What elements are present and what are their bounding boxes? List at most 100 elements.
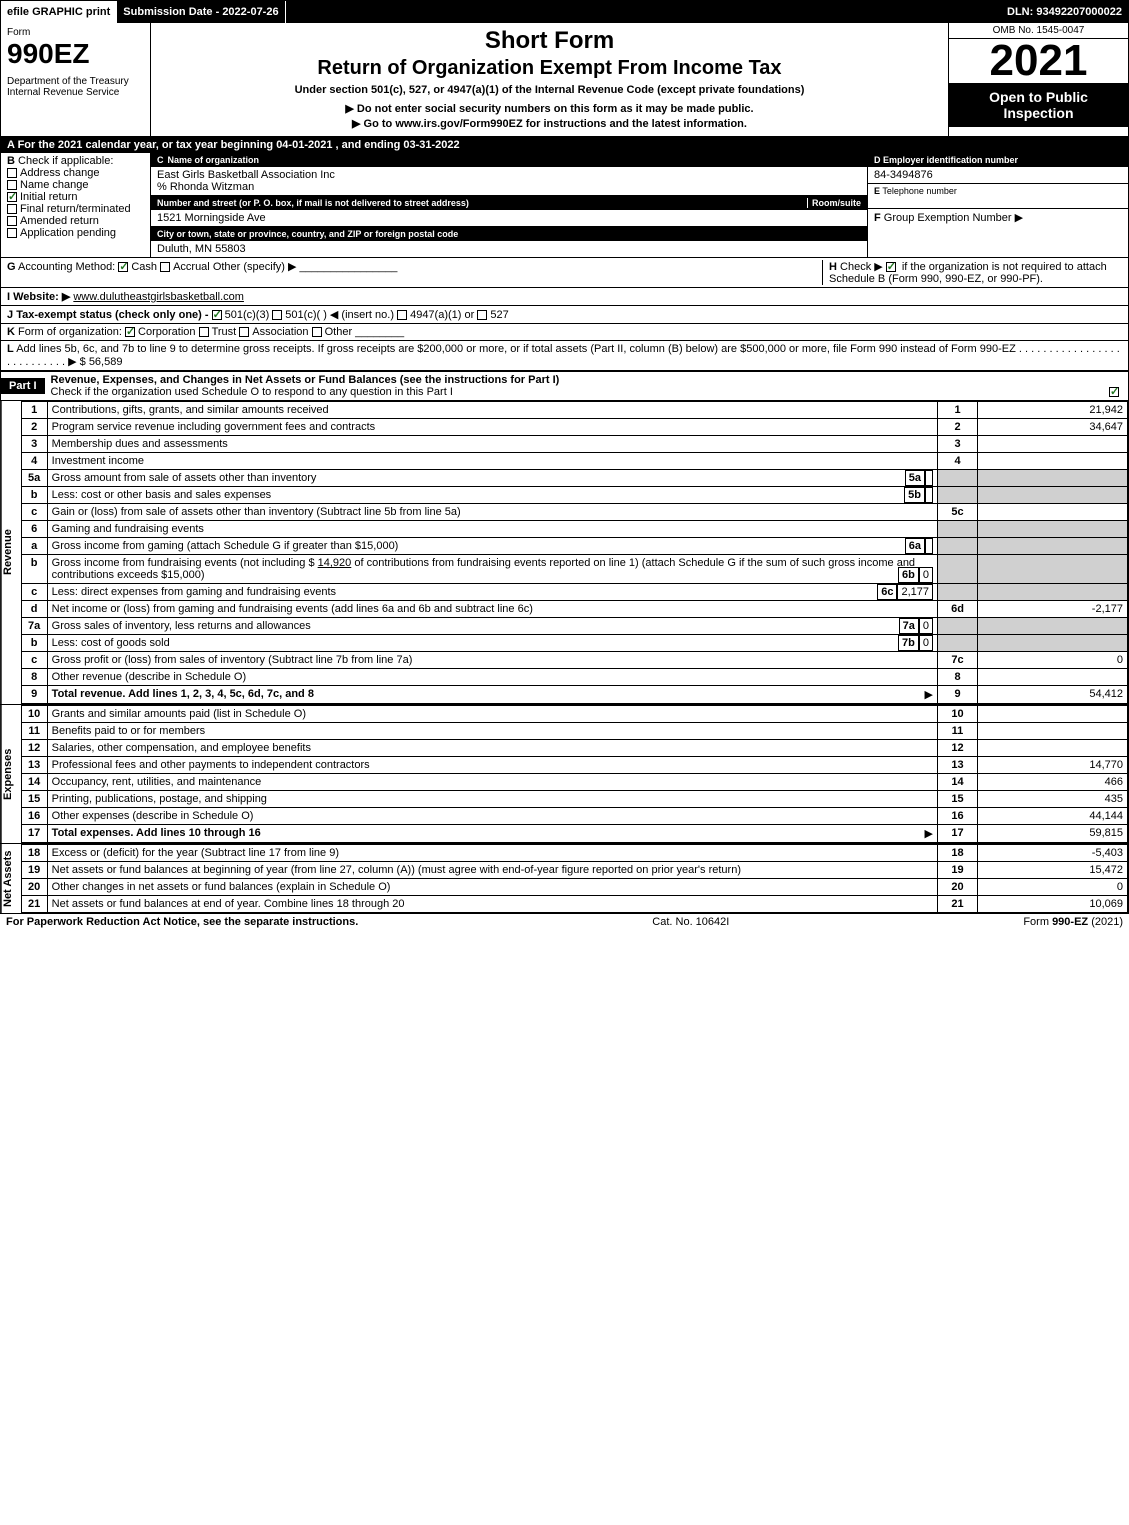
part1-title: Revenue, Expenses, and Changes in Net As…	[45, 372, 1128, 400]
corp-checkbox[interactable]	[125, 327, 135, 337]
f-arrow: ▶	[1015, 212, 1023, 224]
footer-right: Form 990-EZ (2021)	[1023, 916, 1123, 928]
trust-label: Trust	[212, 326, 237, 338]
header-center: Short Form Return of Organization Exempt…	[151, 23, 948, 136]
footer-left: For Paperwork Reduction Act Notice, see …	[6, 916, 358, 928]
section-l: L Add lines 5b, 6c, and 7b to line 9 to …	[1, 341, 1128, 371]
g-label: G	[7, 261, 16, 273]
d-label: D	[874, 155, 881, 165]
line-10: 10Grants and similar amounts paid (list …	[21, 706, 1127, 723]
footer-center: Cat. No. 10642I	[652, 916, 729, 928]
line-5c: cGain or (loss) from sale of assets othe…	[21, 504, 1127, 521]
name-change-checkbox[interactable]	[7, 180, 17, 190]
line-4: 4Investment income4	[21, 453, 1127, 470]
form-990ez: efile GRAPHIC print Submission Date - 20…	[0, 0, 1129, 914]
ssn-warning: ▶ Do not enter social security numbers o…	[159, 102, 940, 115]
k-text: Form of organization:	[18, 326, 122, 338]
line-20: 20Other changes in net assets or fund ba…	[21, 879, 1127, 896]
app-pending-checkbox[interactable]	[7, 228, 17, 238]
line-3: 3Membership dues and assessments3	[21, 436, 1127, 453]
k-label: K	[7, 326, 15, 338]
accrual-checkbox[interactable]	[160, 262, 170, 272]
section-j: J Tax-exempt status (check only one) - 5…	[1, 306, 1128, 324]
care-of: % Rhonda Witzman	[157, 181, 861, 193]
org-name-value: East Girls Basketball Association Inc	[157, 169, 861, 181]
org-info-block: B Check if applicable: Address change Na…	[1, 153, 1128, 258]
section-a: A For the 2021 calendar year, or tax yea…	[1, 137, 1128, 153]
city-value: Duluth, MN 55803	[151, 241, 867, 257]
header-right: OMB No. 1545-0047 2021 Open to Public In…	[948, 23, 1128, 136]
line-7a: 7aGross sales of inventory, less returns…	[21, 618, 1127, 635]
line-15: 15Printing, publications, postage, and s…	[21, 791, 1127, 808]
revenue-side-label: Revenue	[1, 401, 21, 704]
line-2: 2Program service revenue including gover…	[21, 419, 1127, 436]
line-7b: bLess: cost of goods sold7b0	[21, 635, 1127, 652]
other-label: Other (specify) ▶	[213, 261, 297, 273]
app-pending-label: Application pending	[20, 227, 116, 239]
4947-checkbox[interactable]	[397, 310, 407, 320]
line-9: 9Total revenue. Add lines 1, 2, 3, 4, 5c…	[21, 686, 1127, 704]
trust-checkbox[interactable]	[199, 327, 209, 337]
line-13: 13Professional fees and other payments t…	[21, 757, 1127, 774]
final-return-label: Final return/terminated	[20, 203, 131, 215]
line-16: 16Other expenses (describe in Schedule O…	[21, 808, 1127, 825]
expenses-block: Expenses 10Grants and similar amounts pa…	[1, 704, 1128, 843]
part1-header-row: Part I Revenue, Expenses, and Changes in…	[1, 371, 1128, 401]
cash-checkbox[interactable]	[118, 262, 128, 272]
b-label: B	[7, 155, 15, 167]
part1-label: Part I	[1, 378, 45, 394]
line-12: 12Salaries, other compensation, and empl…	[21, 740, 1127, 757]
net-assets-block: Net Assets 18Excess or (deficit) for the…	[1, 843, 1128, 913]
line-6b: bGross income from fundraising events (n…	[21, 555, 1127, 584]
d-text: Employer identification number	[883, 155, 1018, 165]
line-6: 6Gaming and fundraising events	[21, 521, 1127, 538]
b-check-if: Check if applicable:	[18, 155, 113, 167]
h-label: H	[829, 261, 837, 273]
name-change-label: Name change	[20, 179, 89, 191]
line-5b: bLess: cost or other basis and sales exp…	[21, 487, 1127, 504]
top-bar: efile GRAPHIC print Submission Date - 20…	[1, 1, 1128, 23]
i-label: I	[7, 291, 10, 303]
submission-date: Submission Date - 2022-07-26	[117, 1, 285, 23]
efile-label: efile GRAPHIC print	[1, 1, 117, 23]
section-g: G Accounting Method: Cash Accrual Other …	[7, 260, 822, 285]
other-org-checkbox[interactable]	[312, 327, 322, 337]
e-text: Telephone number	[882, 186, 957, 196]
501c-label: 501(c)( ) ◀ (insert no.)	[285, 309, 394, 321]
section-h: H Check ▶ if the organization is not req…	[822, 260, 1122, 285]
goto-link[interactable]: ▶ Go to www.irs.gov/Form990EZ for instru…	[159, 117, 940, 130]
street-label: Number and street (or P. O. box, if mail…	[157, 198, 807, 208]
l-text: Add lines 5b, 6c, and 7b to line 9 to de…	[16, 343, 1016, 355]
e-label: E	[874, 186, 880, 196]
website-link[interactable]: www.dulutheastgirlsbasketball.com	[73, 291, 244, 303]
line-5a: 5aGross amount from sale of assets other…	[21, 470, 1127, 487]
final-return-checkbox[interactable]	[7, 204, 17, 214]
f-text: Group Exemption Number	[884, 212, 1012, 224]
h-checkbox[interactable]	[886, 262, 896, 272]
l-label: L	[7, 343, 14, 355]
501c-checkbox[interactable]	[272, 310, 282, 320]
address-change-label: Address change	[20, 167, 100, 179]
address-change-checkbox[interactable]	[7, 168, 17, 178]
initial-return-checkbox[interactable]	[7, 192, 17, 202]
line-7c: cGross profit or (loss) from sales of in…	[21, 652, 1127, 669]
ein-value: 84-3494876	[868, 167, 1128, 184]
f-label: F	[874, 212, 881, 224]
assoc-checkbox[interactable]	[239, 327, 249, 337]
amended-label: Amended return	[20, 215, 99, 227]
dln: DLN: 93492207000022	[1001, 1, 1128, 23]
revenue-block: Revenue 1Contributions, gifts, grants, a…	[1, 401, 1128, 704]
g-text: Accounting Method:	[18, 261, 115, 273]
schedule-o-checkbox[interactable]	[1109, 387, 1119, 397]
527-checkbox[interactable]	[477, 310, 487, 320]
amended-checkbox[interactable]	[7, 216, 17, 226]
line-1: 1Contributions, gifts, grants, and simil…	[21, 402, 1127, 419]
room-suite-label: Room/suite	[807, 198, 861, 208]
501c3-checkbox[interactable]	[212, 310, 222, 320]
assoc-label: Association	[252, 326, 308, 338]
line-8: 8Other revenue (describe in Schedule O)8	[21, 669, 1127, 686]
c-name-label: Name of organization	[168, 155, 260, 165]
line-6a: aGross income from gaming (attach Schedu…	[21, 538, 1127, 555]
other-org-label: Other	[325, 326, 353, 338]
l-amount: $ 56,589	[80, 356, 123, 368]
